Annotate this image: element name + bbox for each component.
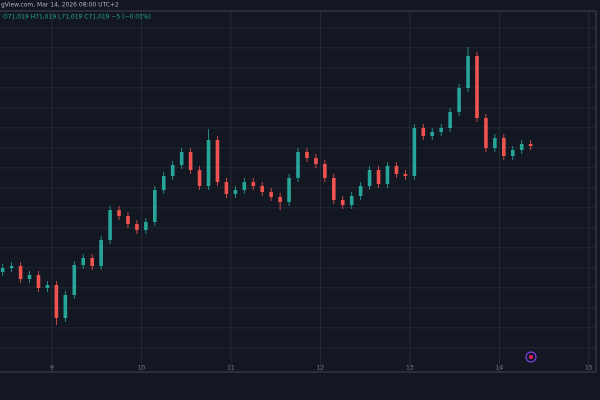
- candle-body: [367, 170, 372, 186]
- candle-body: [72, 265, 77, 295]
- candle-body: [376, 170, 381, 184]
- candle-body: [269, 192, 273, 197]
- candle-body: [45, 285, 50, 288]
- candle-body: [305, 152, 309, 158]
- candle-body: [126, 216, 130, 224]
- candle-body: [242, 182, 247, 190]
- candle-body: [188, 152, 193, 170]
- candle-body: [251, 182, 256, 186]
- candle-body: [90, 258, 94, 266]
- candle-body: [331, 178, 336, 200]
- candle-body: [206, 140, 211, 186]
- candle-body: [197, 170, 202, 186]
- candle-body: [421, 128, 426, 136]
- candle-body: [493, 138, 497, 148]
- candle-body: [27, 275, 32, 279]
- candle-body: [99, 240, 103, 266]
- x-tick-label: 10: [138, 365, 146, 372]
- candle-body: [358, 186, 363, 196]
- x-tick-label: 12: [317, 365, 325, 372]
- candle-body: [385, 166, 390, 184]
- candle-body: [349, 196, 354, 205]
- candle-body: [519, 144, 524, 150]
- candle-body: [323, 164, 327, 178]
- candle-body: [153, 190, 157, 222]
- candle-body: [161, 176, 166, 190]
- candle-body: [466, 56, 470, 88]
- candle-body: [224, 182, 229, 194]
- candle-body: [439, 128, 443, 132]
- candle-body: [144, 222, 148, 230]
- candle-body: [475, 56, 479, 118]
- candle-body: [233, 190, 238, 194]
- x-tick-label: 13: [406, 365, 414, 372]
- x-tick-label: 14: [496, 365, 504, 372]
- x-tick-label: 11: [227, 365, 235, 372]
- candle-body: [179, 152, 184, 165]
- ohlc-legend: O71,019 H71,019 L71,019 C71,019 −5 (−0.0…: [3, 14, 151, 21]
- x-tick-label: 15: [585, 365, 593, 372]
- candle-body: [484, 118, 488, 148]
- candle-body: [314, 158, 318, 164]
- candle-body: [502, 138, 506, 156]
- candle-body: [528, 144, 533, 146]
- candle-body: [278, 197, 282, 202]
- candle-body: [135, 224, 139, 230]
- logo: [525, 351, 537, 363]
- candle-body: [430, 132, 435, 136]
- candle-body: [108, 210, 112, 240]
- candle-body: [81, 258, 86, 265]
- candle-body: [510, 150, 515, 156]
- candle-body: [215, 140, 220, 182]
- candle-body: [287, 178, 291, 202]
- candle-body: [296, 152, 300, 178]
- candle-body: [170, 165, 175, 176]
- candle-body: [260, 186, 265, 192]
- candle-body: [340, 200, 345, 205]
- candle-body: [394, 166, 399, 174]
- logo-ring: [525, 351, 537, 363]
- candle-body: [412, 128, 417, 176]
- candle-body: [0, 268, 5, 272]
- candle-body: [36, 275, 41, 288]
- candle-body: [54, 285, 59, 318]
- logo-dot: [529, 355, 533, 359]
- candle-body: [117, 210, 121, 216]
- candle-body: [18, 266, 23, 279]
- candle-body: [403, 174, 408, 176]
- chart-title: gView.com, Mar 14, 2026 08:00 UTC+2: [1, 2, 119, 9]
- candle-body: [457, 88, 461, 112]
- candle-body: [448, 112, 452, 128]
- x-tick-label: 9: [50, 365, 54, 372]
- candle-body: [63, 295, 68, 318]
- candle-body: [9, 266, 14, 268]
